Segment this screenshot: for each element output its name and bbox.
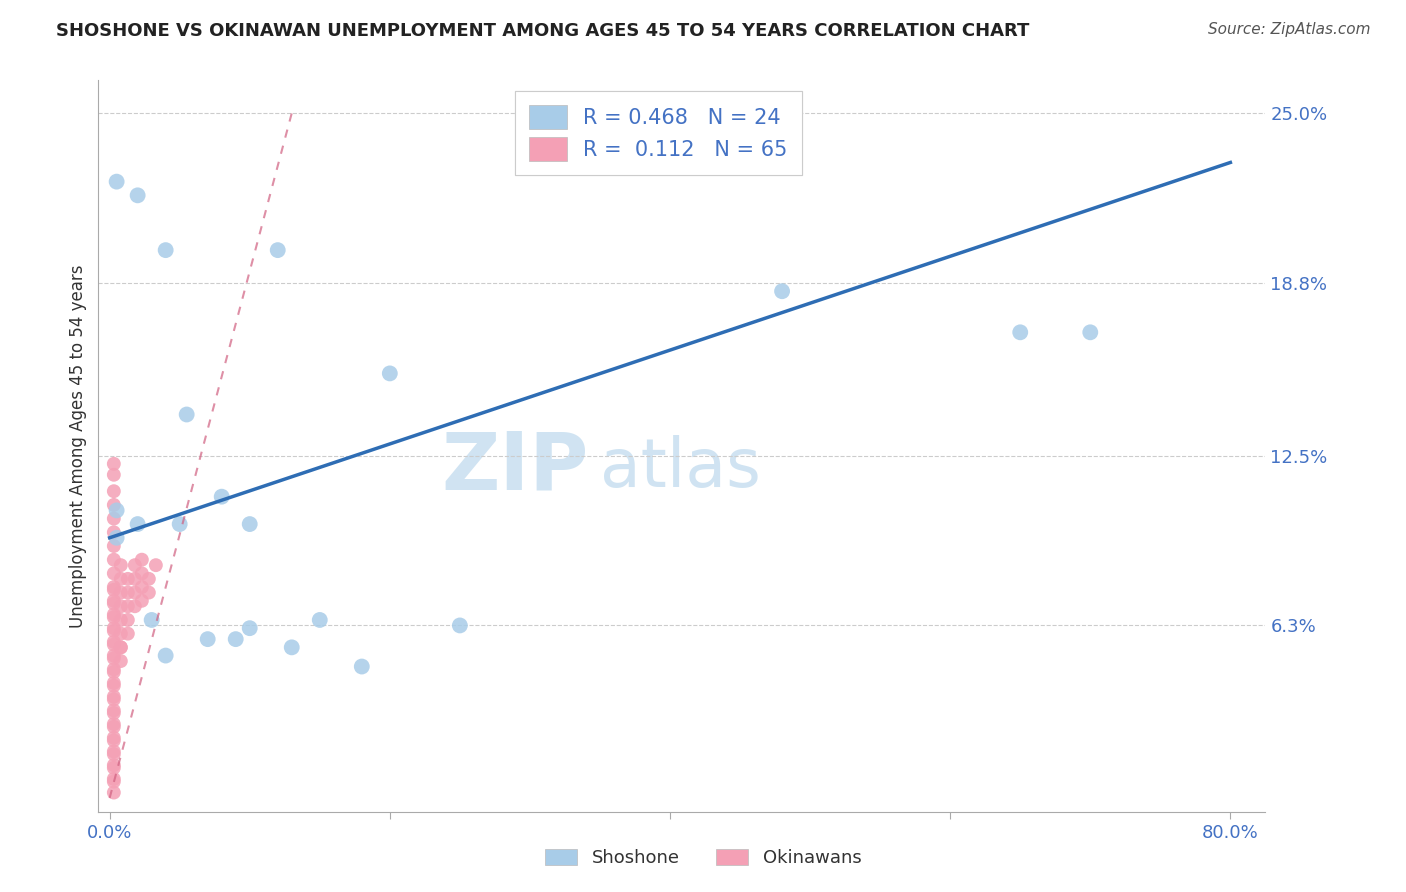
Point (117, 626, 139, 640)
Point (138, 585, 160, 599)
Point (103, 703, 125, 717)
Point (131, 580, 153, 594)
Point (105, 531, 128, 545)
Point (110, 599, 132, 614)
Point (239, 621, 262, 635)
Text: SHOSHONE VS OKINAWAN UNEMPLOYMENT AMONG AGES 45 TO 54 YEARS CORRELATION CHART: SHOSHONE VS OKINAWAN UNEMPLOYMENT AMONG … (56, 22, 1029, 40)
Point (103, 774, 125, 789)
Point (281, 640, 304, 655)
Point (225, 632, 247, 647)
Point (145, 558, 167, 573)
Point (103, 651, 125, 665)
Point (103, 638, 125, 652)
Legend: R = 0.468   N = 24, R =  0.112   N = 65: R = 0.468 N = 24, R = 0.112 N = 65 (515, 91, 803, 176)
Point (770, 284, 793, 298)
Point (117, 613, 139, 627)
Point (141, 613, 163, 627)
Text: atlas: atlas (600, 435, 761, 501)
Point (103, 539, 125, 553)
Point (103, 662, 125, 676)
Point (103, 720, 125, 734)
Point (103, 621, 125, 635)
Point (267, 243, 290, 257)
Point (110, 572, 132, 586)
Point (103, 467, 125, 482)
Point (103, 594, 125, 608)
Point (103, 731, 125, 745)
Point (103, 733, 125, 747)
Point (110, 640, 132, 655)
Point (103, 610, 125, 624)
Point (103, 648, 125, 663)
Point (103, 624, 125, 638)
Point (103, 597, 125, 611)
Point (124, 599, 146, 614)
Point (103, 676, 125, 690)
Point (239, 517, 262, 532)
Point (103, 484, 125, 499)
Point (105, 503, 128, 517)
Point (110, 585, 132, 599)
Point (103, 706, 125, 720)
Point (169, 517, 191, 532)
Point (117, 585, 139, 599)
Point (103, 635, 125, 649)
Point (155, 648, 177, 663)
Point (103, 772, 125, 786)
Point (110, 654, 132, 668)
Point (110, 613, 132, 627)
Point (155, 243, 177, 257)
Point (131, 594, 153, 608)
Point (138, 572, 160, 586)
Point (103, 566, 125, 581)
Point (103, 582, 125, 597)
Point (103, 607, 125, 622)
Point (103, 457, 125, 471)
Point (1078, 326, 1101, 340)
Point (103, 690, 125, 704)
Y-axis label: Unemployment Among Ages 45 to 54 years: Unemployment Among Ages 45 to 54 years (69, 264, 87, 628)
Point (103, 761, 125, 775)
Point (1010, 326, 1032, 340)
Point (131, 552, 153, 566)
Point (131, 566, 153, 581)
Point (378, 367, 401, 381)
Point (110, 558, 132, 573)
Point (124, 585, 146, 599)
Point (103, 747, 125, 762)
Point (127, 517, 149, 532)
Point (103, 498, 125, 512)
Point (117, 599, 139, 614)
Legend: Shoshone, Okinawans: Shoshone, Okinawans (537, 841, 869, 874)
Point (105, 175, 128, 189)
Point (103, 679, 125, 693)
Point (103, 511, 125, 525)
Point (211, 490, 233, 504)
Point (103, 665, 125, 679)
Point (103, 717, 125, 731)
Text: ZIP: ZIP (441, 429, 589, 507)
Point (124, 558, 146, 573)
Point (103, 580, 125, 594)
Point (308, 613, 330, 627)
Point (103, 758, 125, 772)
Point (103, 744, 125, 758)
Point (103, 552, 125, 566)
Point (350, 659, 373, 673)
Point (124, 572, 146, 586)
Point (197, 632, 219, 647)
Point (449, 618, 471, 632)
Point (127, 188, 149, 202)
Point (110, 640, 132, 655)
Point (103, 786, 125, 800)
Point (117, 572, 139, 586)
Point (103, 692, 125, 706)
Point (103, 525, 125, 540)
Point (110, 626, 132, 640)
Text: Source: ZipAtlas.com: Source: ZipAtlas.com (1208, 22, 1371, 37)
Point (176, 408, 198, 422)
